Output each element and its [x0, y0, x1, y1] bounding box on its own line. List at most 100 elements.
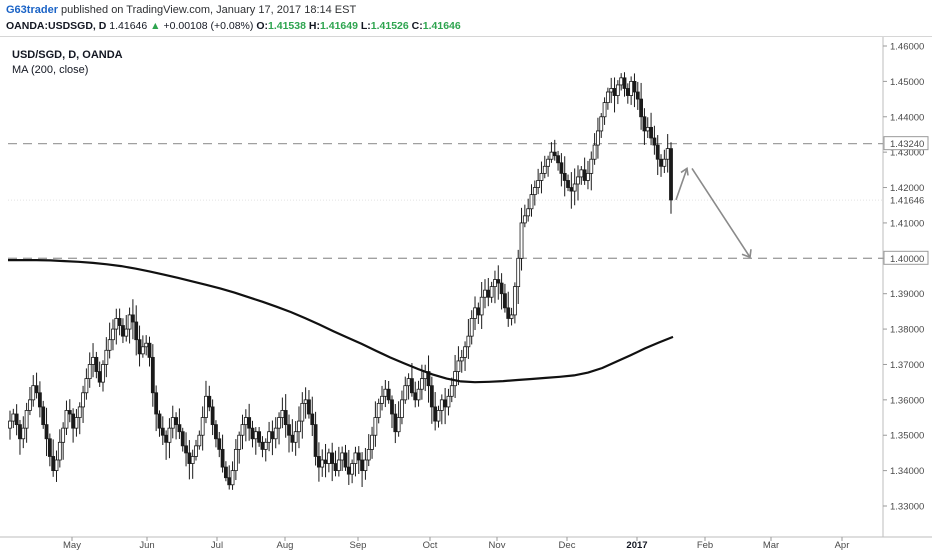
candle-body [659, 158, 663, 167]
candle-body [157, 413, 162, 429]
publish-text: published on TradingView.com, January 17… [57, 4, 357, 16]
publish-info: G63trader published on TradingView.com, … [6, 4, 356, 16]
candle-body [61, 427, 66, 443]
candle-body [167, 427, 172, 443]
candle-body [625, 88, 630, 96]
candle-body [54, 459, 59, 472]
candle-body [635, 91, 640, 100]
candle-body [493, 279, 497, 288]
high-value: 1.41649 [319, 20, 358, 32]
plot-background [0, 37, 932, 550]
candle-body [602, 102, 607, 118]
candle-body [77, 406, 82, 418]
candle-body [323, 459, 328, 464]
candle-body [499, 282, 504, 295]
ohlc-readout: OANDA:USDSGD, D 1.41646 ▲ +0.00108 (+0.0… [6, 20, 461, 32]
y-tick-label: 1.44000 [890, 112, 924, 123]
candle-body [313, 424, 318, 457]
candle-body [137, 339, 142, 355]
candle-body [233, 448, 238, 472]
candle-body [579, 169, 584, 178]
candle-body [459, 356, 464, 362]
candle-body [257, 431, 262, 443]
x-tick-label: Mar [763, 540, 779, 550]
chart-area[interactable]: 1.46000 1.45000 1.44000 1.43000 1.42000 1.410… [0, 37, 932, 550]
candle-body [307, 399, 311, 415]
candle-body [154, 392, 159, 415]
candle-body [14, 413, 19, 426]
y-tick-label: 1.45000 [890, 77, 924, 88]
candle-body [64, 410, 69, 429]
candle-body [466, 335, 471, 348]
candle-body [403, 385, 408, 401]
candle-body [207, 395, 212, 408]
price-label-box [883, 250, 929, 265]
candle-body [263, 441, 268, 450]
candle-body [592, 144, 597, 160]
candle-body [469, 318, 474, 337]
candle-body [300, 402, 305, 422]
candle-body [386, 388, 391, 401]
candle-body [642, 116, 647, 132]
candle-body [214, 424, 218, 440]
candle-body [18, 424, 22, 440]
candle-body [124, 328, 129, 337]
candle-body [383, 388, 388, 397]
candle-body [121, 325, 125, 337]
author-link[interactable]: G63trader [6, 4, 58, 16]
candle-body [117, 318, 122, 326]
candle-body [366, 448, 371, 461]
candle-body [104, 349, 109, 365]
candle-body [476, 307, 481, 316]
candle-body [74, 417, 79, 429]
candle-body [556, 155, 560, 164]
candle-body [629, 80, 634, 96]
x-tick-label: Nov [489, 540, 506, 550]
y-tick-label: 1.34000 [890, 466, 924, 477]
candle-body [187, 452, 192, 464]
candle-body [253, 431, 258, 440]
candle-body [542, 165, 547, 174]
candle-body [376, 402, 381, 418]
candle-body [127, 314, 132, 330]
x-tick-label: May [63, 540, 81, 550]
candle-body [380, 395, 384, 404]
candle-body [91, 356, 95, 365]
candle-body [572, 183, 577, 192]
candle-body [546, 158, 551, 167]
candle-body [526, 208, 531, 217]
candle-body [200, 417, 205, 436]
arrow-head-icon [741, 249, 752, 259]
candle-body [486, 289, 491, 298]
candle-body [416, 388, 421, 401]
x-tick-label: Dec [559, 540, 576, 550]
candle-body [559, 162, 564, 174]
x-tick-label: Apr [835, 540, 850, 550]
y-tick-label: 1.33000 [890, 502, 924, 513]
open-value: 1.41538 [267, 20, 306, 32]
candle-body [506, 307, 511, 319]
candle-body [197, 434, 202, 447]
change-value: +0.00108 (+0.08%) [163, 20, 254, 32]
candle-body [227, 477, 232, 486]
price-chart[interactable]: 1.46000 1.45000 1.44000 1.43000 1.42000 1.410… [0, 37, 932, 550]
candle-body [8, 420, 12, 429]
candle-body [373, 417, 378, 436]
candle-body [586, 172, 590, 181]
candle-body [164, 434, 169, 443]
candle-body [370, 434, 374, 450]
y-tick-label: 1.43000 [890, 148, 924, 159]
candle-body [363, 459, 368, 472]
candle-body [277, 417, 281, 429]
candle-body [406, 378, 411, 387]
candle-body [619, 77, 624, 86]
candle-body [390, 399, 394, 415]
candle-body [449, 385, 454, 397]
candle-body [336, 459, 341, 472]
candle-body [243, 417, 248, 426]
candle-body [463, 346, 467, 358]
candle-body [662, 158, 667, 167]
candle-body [130, 314, 135, 323]
candle-body [632, 80, 637, 93]
y-tick-label: 1.38000 [890, 325, 924, 336]
